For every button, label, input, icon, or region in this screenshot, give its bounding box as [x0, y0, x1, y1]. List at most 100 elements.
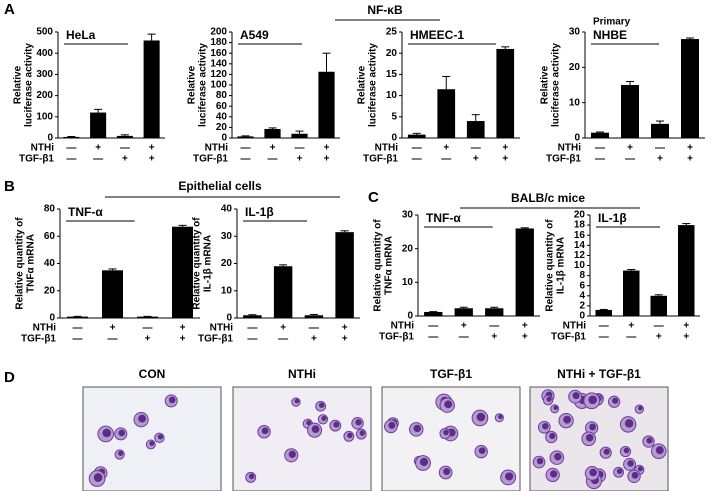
cell-nucleus — [554, 452, 562, 461]
condition-value: + — [149, 143, 155, 154]
condition-value: + — [280, 323, 286, 334]
cell-nucleus — [589, 468, 597, 477]
y-tick-label: 14 — [574, 240, 586, 251]
condition-value: + — [461, 321, 467, 332]
y-tick-label: 0 — [407, 311, 413, 322]
cell-label: IL-1β — [245, 205, 274, 219]
condition-name: NTHi — [375, 143, 399, 154]
condition-value: — — [412, 154, 422, 165]
condition-name: TGF-β1 — [546, 154, 581, 165]
condition-value: — — [654, 321, 664, 332]
y-tick-label: 0 — [49, 313, 55, 324]
condition-value: — — [428, 332, 438, 343]
y-tick-label: 0 — [391, 133, 397, 144]
y-tick-label: 80 — [216, 90, 228, 101]
condition-value: + — [180, 334, 186, 345]
bar — [335, 232, 354, 318]
condition-value: + — [683, 332, 689, 343]
condition-value: — — [241, 143, 251, 154]
y-tick-label: 100 — [36, 111, 53, 122]
condition-value: + — [270, 143, 276, 154]
cell-nucleus — [476, 412, 486, 422]
y-tick-label: 15 — [386, 69, 398, 80]
cell-label: TNF-α — [426, 211, 461, 225]
cell-nucleus — [478, 447, 486, 455]
cell-nucleus — [585, 434, 594, 442]
bar — [67, 316, 88, 318]
condition-value: — — [655, 143, 665, 154]
cell-label: IL-1β — [598, 211, 627, 225]
image-label: NTHi — [288, 367, 316, 381]
cell-label: HeLa — [66, 28, 96, 42]
y-axis-label: Relative — [13, 65, 24, 104]
y-tick-label: 200 — [36, 90, 53, 101]
bar — [116, 135, 133, 138]
condition-value: — — [93, 154, 103, 165]
y-tick-label: 12 — [574, 250, 586, 261]
cell-nucleus — [294, 398, 300, 404]
bar — [304, 315, 324, 318]
condition-value: — — [309, 323, 319, 334]
y-tick-label: 30 — [221, 231, 233, 242]
y-tick-label: 10 — [402, 277, 414, 288]
cell-nucleus — [118, 450, 124, 457]
y-tick-label: 20 — [386, 48, 398, 59]
image-label: NTHi + TGF-β1 — [557, 367, 641, 381]
y-tick-label: 20 — [574, 210, 586, 221]
condition-name: NTHi — [558, 143, 582, 154]
condition-value: — — [247, 334, 257, 345]
condition-value: + — [522, 332, 528, 343]
cell-nucleus — [498, 414, 503, 420]
y-tick-label: 60 — [44, 231, 56, 242]
cell-nucleus — [624, 419, 634, 428]
condition-name: TGF-β1 — [21, 334, 56, 345]
condition-value: — — [247, 323, 257, 334]
bar — [650, 295, 667, 316]
bar — [143, 40, 160, 139]
image-label: TGF-β1 — [430, 367, 472, 381]
y-tick-label: 16 — [574, 230, 586, 241]
cell-nucleus — [627, 460, 634, 467]
bar — [243, 315, 262, 318]
cell-nucleus — [311, 425, 320, 434]
bar — [623, 270, 640, 316]
cell-label: NHBE — [593, 28, 627, 42]
condition-name: TGF-β1 — [193, 154, 228, 165]
bar — [137, 316, 158, 318]
condition-value: + — [110, 323, 116, 334]
condition-value: + — [311, 334, 317, 345]
bar — [273, 266, 293, 318]
cell-nucleus — [444, 400, 453, 409]
cell-nucleus — [546, 396, 552, 402]
condition-value: — — [441, 154, 451, 165]
condition-value: — — [66, 143, 76, 154]
condition-name: TGF-β1 — [379, 332, 414, 343]
y-tick-label: 4 — [579, 290, 585, 301]
y-tick-label: 180 — [210, 37, 227, 48]
condition-value: — — [599, 321, 609, 332]
cell-subtitle: Primary — [593, 17, 631, 28]
cell-nucleus — [589, 423, 597, 431]
y-tick-label: 20 — [216, 122, 228, 133]
condition-name: NTHi — [391, 321, 415, 332]
y-tick-label: 0 — [221, 133, 227, 144]
y-tick-label: 0 — [574, 133, 580, 144]
condition-value: — — [278, 334, 288, 345]
condition-value: + — [656, 332, 662, 343]
bar — [466, 121, 485, 138]
condition-value: — — [412, 143, 422, 154]
condition-value: + — [443, 143, 449, 154]
y-tick-label: 25 — [386, 27, 398, 38]
y-tick-label: 20 — [44, 285, 56, 296]
y-axis-label: TNFα mRNA — [384, 236, 395, 295]
y-tick-label: 20 — [402, 243, 414, 254]
cell-nucleus — [553, 405, 558, 411]
cell-nucleus — [542, 422, 549, 430]
y-axis-label: luciferase activity — [368, 43, 379, 127]
cell-nucleus — [646, 437, 653, 444]
condition-value: + — [149, 154, 155, 165]
y-tick-label: 30 — [402, 210, 414, 221]
image-label: CON — [139, 367, 166, 381]
condition-value: + — [502, 143, 508, 154]
bar — [407, 134, 426, 138]
